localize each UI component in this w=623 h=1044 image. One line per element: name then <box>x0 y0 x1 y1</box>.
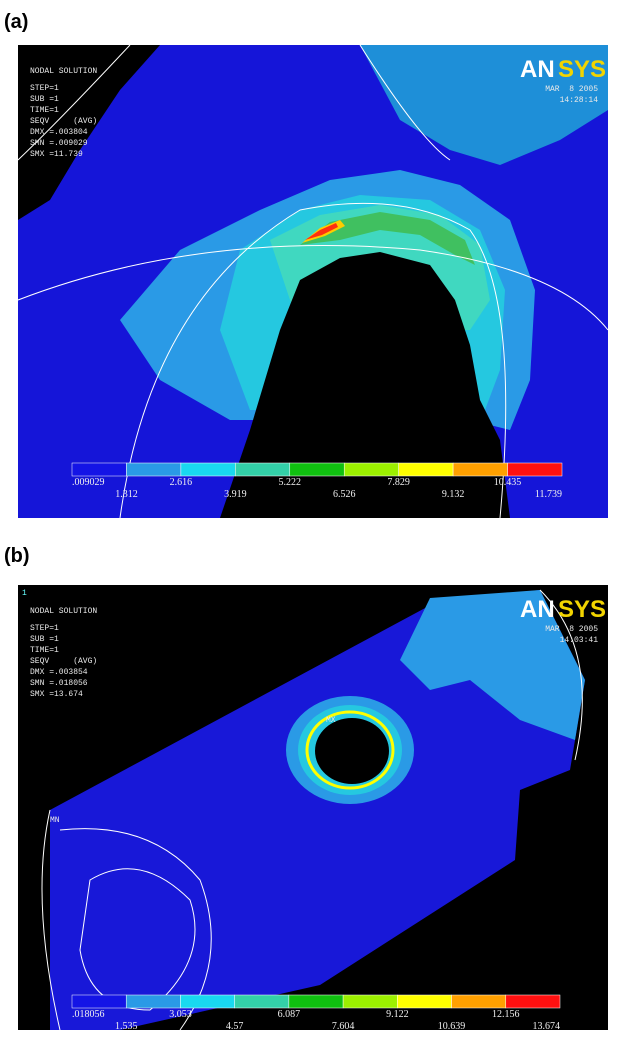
header-line: TIME=1 <box>30 106 59 115</box>
colorbar-label: 7.604 <box>332 1021 355 1032</box>
colorbar-band <box>235 995 289 1008</box>
colorbar-label: 10.435 <box>494 477 522 488</box>
date: MAR 8 2005 <box>545 625 598 634</box>
colorbar-band <box>399 463 453 476</box>
colorbar-label: 1.312 <box>115 489 138 500</box>
colorbar-band <box>126 995 180 1008</box>
colorbar-label: 9.122 <box>386 1009 409 1020</box>
colorbar-band <box>452 995 506 1008</box>
colorbar-band <box>344 463 398 476</box>
header-line: NODAL SOLUTION <box>30 67 97 76</box>
time: 14:28:14 <box>560 96 599 105</box>
window-number: 1 <box>22 589 27 598</box>
colorbar-label: 12.156 <box>492 1009 520 1020</box>
plot-shape <box>315 718 389 784</box>
header-line: STEP=1 <box>30 624 59 633</box>
colorbar-label: 3.919 <box>224 489 247 500</box>
colorbar-label: 6.087 <box>278 1009 301 1020</box>
min-marker: MN <box>50 816 60 825</box>
colorbar-label: .009029 <box>72 477 105 488</box>
page: {"panels": [ {"label": "(a)", "header": … <box>0 0 623 1044</box>
colorbar-band <box>453 463 507 476</box>
colorbar-label: 7.829 <box>387 477 410 488</box>
figure: (a) NODAL SOLUTION STEP=1 SUB =1 TIME=1 SEQV … <box>0 0 623 1044</box>
colorbar-label: 11.739 <box>535 489 562 500</box>
header-line: SMX =11.739 <box>30 150 83 159</box>
colorbar-label: 1.535 <box>115 1021 138 1032</box>
header-line: DMX =.003854 <box>30 668 88 677</box>
header-line: NODAL SOLUTION <box>30 607 97 616</box>
colorbar-band <box>290 463 344 476</box>
colorbar-band <box>508 463 562 476</box>
header-line: SUB =1 <box>30 95 59 104</box>
colorbar-band <box>181 463 235 476</box>
colorbar-label: 5.222 <box>279 477 302 488</box>
colorbar-label: 13.674 <box>533 1021 561 1032</box>
colorbar-label: 6.526 <box>333 489 356 500</box>
colorbar-band <box>72 463 126 476</box>
colorbar-label: 3.053 <box>169 1009 192 1020</box>
panel-label: (b) <box>4 545 30 567</box>
fea-plot <box>18 45 608 518</box>
colorbar-band <box>126 463 180 476</box>
header-line: SEQV (AVG) <box>30 657 97 666</box>
colorbar-band <box>506 995 560 1008</box>
colorbar-band <box>72 995 126 1008</box>
header-line: SMN =.018056 <box>30 679 88 688</box>
time: 14:03:41 <box>560 636 599 645</box>
colorbar-label: 10.639 <box>438 1021 466 1032</box>
max-marker: MX <box>326 716 336 725</box>
colorbar-label: 9.132 <box>442 489 465 500</box>
header-line: SMN =.009029 <box>30 139 88 148</box>
panel-label: (a) <box>4 11 28 33</box>
colorbar-band <box>289 995 343 1008</box>
colorbar-band <box>180 995 234 1008</box>
header-line: STEP=1 <box>30 84 59 93</box>
colorbar-band <box>343 995 397 1008</box>
colorbar-label: .018056 <box>72 1009 105 1020</box>
header-line: SEQV (AVG) <box>30 117 97 126</box>
colorbar-band <box>235 463 289 476</box>
logo-an: AN <box>520 56 555 83</box>
header-line: TIME=1 <box>30 646 59 655</box>
colorbar-band <box>397 995 451 1008</box>
colorbar-label: 4.57 <box>226 1021 244 1032</box>
colorbar-label: 2.616 <box>170 477 193 488</box>
header-line: DMX =.003804 <box>30 128 88 137</box>
header-line: SUB =1 <box>30 635 59 644</box>
logo-sys: SYS <box>558 56 606 83</box>
fea-plot <box>18 585 608 1030</box>
logo-an: AN <box>520 596 555 623</box>
logo-sys: SYS <box>558 596 606 623</box>
date: MAR 8 2005 <box>545 85 598 94</box>
header-line: SMX =13.674 <box>30 690 83 699</box>
